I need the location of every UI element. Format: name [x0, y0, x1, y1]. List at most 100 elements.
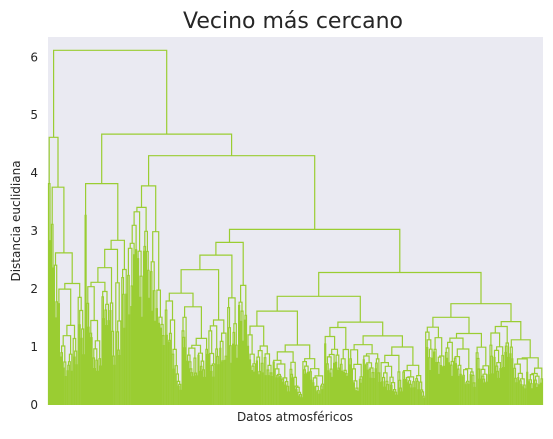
dendrogram-link — [318, 393, 321, 405]
dendrogram-link — [118, 355, 121, 405]
dendrogram-link — [524, 388, 527, 405]
dendrogram-link — [278, 377, 281, 405]
y-axis-label: Distancia euclidiana — [9, 160, 23, 281]
dendrogram-link — [372, 378, 375, 405]
dendrogram-link — [405, 378, 408, 405]
dendrogram-link — [378, 381, 381, 405]
dendrogram-link — [298, 395, 301, 405]
dendrogram-link — [240, 320, 243, 405]
dendrogram-link — [310, 379, 313, 405]
dendrogram-link — [413, 387, 416, 405]
dendrogram-link — [107, 320, 110, 405]
dendrogram-link — [272, 361, 275, 405]
dendrogram-link — [82, 354, 85, 405]
dendrogram-link — [464, 384, 467, 405]
dendrogram-link — [230, 362, 233, 405]
dendrogram-link — [59, 356, 62, 405]
dendrogram-link — [459, 373, 462, 405]
dendrogram-link — [153, 320, 156, 405]
dendrogram-link — [345, 375, 349, 405]
dendrogram-link — [141, 316, 144, 405]
dendrogram-link — [212, 376, 215, 405]
dendrogram-link — [502, 367, 505, 405]
dendrogram-link — [80, 337, 83, 405]
dendrogram-link — [179, 389, 182, 405]
dendrogram-link — [366, 369, 369, 405]
y-tick-label: 1 — [30, 340, 38, 354]
dendrogram-links — [47, 49, 544, 405]
dendrogram-link — [217, 364, 220, 405]
dendrogram-link — [70, 370, 73, 405]
dendrogram-link — [177, 385, 180, 405]
dendrogram-link — [407, 382, 410, 405]
dendrogram-link — [348, 364, 351, 405]
dendrogram-link — [400, 391, 403, 405]
dendrogram-link — [206, 353, 209, 405]
dendrogram-link — [491, 373, 494, 405]
dendrogram-link — [304, 373, 307, 405]
dendrogram-link — [90, 337, 93, 405]
y-tick-label: 4 — [30, 166, 38, 180]
dendrogram-link — [410, 387, 413, 405]
dendrogram-link — [130, 306, 133, 405]
dendrogram-link — [183, 347, 186, 405]
dendrogram-link — [162, 345, 165, 405]
dendrogram-link — [374, 368, 377, 405]
dendrogram-link — [497, 377, 500, 405]
dendrogram-link — [329, 372, 332, 405]
dendrogram-link — [515, 382, 518, 405]
dendrogram-link — [381, 381, 384, 405]
dendrogram-link — [287, 391, 290, 405]
dendrogram-link — [369, 377, 372, 405]
dendrogram-link — [53, 49, 168, 138]
dendrogram-link — [93, 368, 96, 405]
dendrogram-link — [423, 397, 426, 405]
dendrogram-link — [232, 343, 235, 405]
dendrogram-link — [248, 359, 252, 405]
dendrogram-link — [493, 356, 496, 405]
dendrogram-link — [199, 370, 202, 405]
dendrogram-link — [221, 361, 224, 405]
dendrogram-link — [105, 325, 108, 405]
dendrogram-link — [150, 310, 153, 405]
dendrogram-link — [485, 381, 488, 405]
dendrogram-link — [447, 362, 450, 405]
dendrogram-link — [142, 250, 146, 405]
dendrogram-link — [165, 334, 168, 405]
dendrogram-link — [316, 391, 319, 405]
dendrogram-link — [520, 384, 523, 405]
dendrogram-link — [155, 308, 158, 405]
dendrogram-link — [395, 394, 398, 405]
dendrogram-link — [454, 363, 457, 405]
dendrogram-link — [157, 322, 160, 405]
chart-title: Vecino más cercano — [183, 9, 403, 34]
dendrogram-link — [314, 386, 317, 405]
dendrogram-link — [517, 377, 520, 405]
dendrogram-link — [403, 379, 406, 405]
dendrogram-link — [390, 384, 393, 405]
dendrogram-link — [250, 370, 253, 405]
dendrogram-link — [441, 366, 445, 405]
dendrogram-link — [364, 364, 367, 405]
dendrogram-link — [295, 389, 298, 405]
dendrogram-link — [135, 249, 138, 405]
dendrogram-link — [159, 327, 162, 405]
dendrogram-link — [504, 351, 507, 405]
dendrogram-link — [352, 382, 355, 405]
dendrogram-link — [243, 319, 247, 405]
dendrogram-link — [264, 375, 267, 405]
dendrogram-link — [356, 390, 359, 405]
dendrogram-link — [331, 376, 334, 405]
dendrogram-link — [167, 341, 170, 405]
y-tick-label: 5 — [30, 108, 38, 122]
dendrogram-link — [362, 359, 365, 405]
dendrogram-link — [54, 317, 57, 405]
dendrogram-link — [478, 378, 481, 405]
dendrogram-link — [66, 370, 69, 405]
dendrogram-link — [511, 358, 514, 405]
dendrogram-link — [87, 326, 90, 405]
dendrogram-link — [73, 356, 76, 405]
dendrogram-link — [139, 296, 142, 405]
dendrogram-link — [51, 267, 54, 405]
